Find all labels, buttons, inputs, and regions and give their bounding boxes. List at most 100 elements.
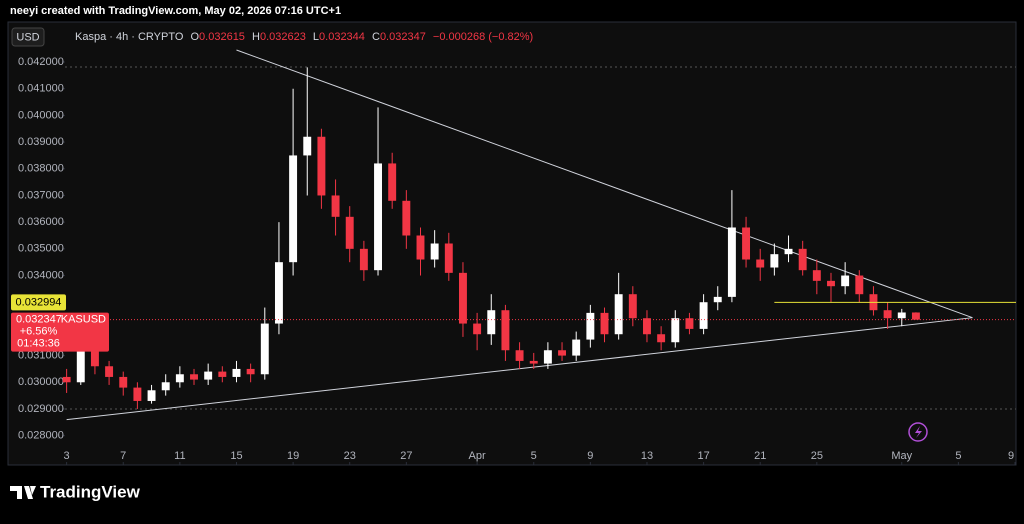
candle-body: [643, 318, 651, 335]
candle-body: [204, 371, 213, 380]
candle-body: [402, 200, 411, 236]
candle-body: [841, 275, 850, 287]
x-tick-label: 13: [641, 450, 653, 462]
legend: Kaspa · 4h · CRYPTO O0.032615 H0.032623 …: [75, 31, 533, 43]
alert-icon[interactable]: [908, 422, 928, 442]
candle-body: [558, 350, 567, 356]
candle-body: [713, 296, 722, 303]
y-tick-label: 0.035000: [18, 243, 64, 255]
y-tick-label: 0.039000: [18, 136, 64, 148]
candle-body: [812, 270, 821, 281]
y-tick-label: 0.036000: [18, 216, 64, 228]
candle-body: [303, 136, 312, 156]
legend-value: 0.032344: [319, 31, 365, 43]
x-tick-label: 15: [230, 450, 242, 462]
candle-body: [529, 360, 538, 364]
last-price-symbol: KASUSD: [61, 314, 106, 326]
candle-body: [62, 376, 71, 383]
candle-body: [374, 163, 382, 271]
candle-body: [699, 302, 708, 329]
x-tick-label: 5: [955, 450, 961, 462]
candle-body: [798, 248, 807, 271]
x-tick-label: Apr: [469, 450, 486, 462]
last-price-box: [11, 312, 109, 352]
candle-body: [586, 312, 595, 340]
x-tick-label: 23: [344, 450, 356, 462]
candle-body: [487, 310, 496, 335]
y-tick-label: 0.034000: [18, 269, 64, 281]
candle-body: [572, 339, 581, 356]
trendline: [236, 49, 973, 319]
x-tick-label: 25: [811, 450, 823, 462]
x-tick-label: 9: [587, 450, 593, 462]
candle-body: [90, 350, 99, 367]
candle-body: [190, 374, 198, 380]
y-tick-label: 0.037000: [18, 189, 64, 201]
currency-button[interactable]: [11, 27, 45, 47]
candle-body: [274, 262, 283, 324]
candle-body: [76, 350, 85, 383]
x-tick-label: 9: [1008, 450, 1014, 462]
candle-body: [600, 312, 609, 335]
x-tick-label: 19: [287, 450, 299, 462]
candle-body: [289, 155, 298, 263]
legend-label: O: [190, 31, 199, 43]
legend-label: H: [252, 31, 260, 43]
candle-body: [119, 376, 128, 388]
x-tick-label: 5: [531, 450, 537, 462]
candle-body: [473, 323, 482, 335]
legend-value: 0.032615: [199, 31, 245, 43]
candle-body: [147, 390, 156, 401]
brand: TradingView: [40, 482, 141, 501]
legend-value: 0.032347: [380, 31, 426, 43]
legend-symbol: Kaspa · 4h · CRYPTO: [75, 31, 184, 43]
y-tick-label: 0.028000: [18, 430, 64, 442]
candle-body: [133, 387, 142, 401]
brand-logo: TradingView: [10, 482, 141, 501]
candle-body: [784, 248, 793, 255]
candle-body: [827, 280, 835, 287]
candle-body: [388, 163, 397, 201]
y-tick-label: 0.038000: [18, 163, 64, 175]
candle-body: [105, 366, 114, 377]
y-tick-label: 0.029000: [18, 403, 64, 415]
y-tick-label: 0.031000: [18, 349, 64, 361]
candle-body: [430, 243, 439, 260]
candle-body: [911, 312, 920, 320]
candle-body: [218, 371, 227, 377]
candle-body: [883, 310, 892, 319]
x-tick-label: 7: [120, 450, 126, 462]
candle-body: [232, 368, 241, 377]
candle-body: [260, 323, 269, 375]
candle-body: [161, 382, 170, 391]
candle-body: [444, 243, 453, 273]
chart-panel: [7, 21, 1017, 466]
candle-body: [855, 275, 864, 295]
candle-body: [614, 294, 623, 335]
legend-change: −0.000268 (−0.82%): [433, 31, 533, 43]
last-price-label: 0.032347: [16, 314, 62, 326]
alert-icon-bolt: [915, 426, 922, 438]
candle-body: [359, 248, 368, 271]
currency[interactable]: USD: [16, 31, 39, 43]
x-tick-label: 21: [754, 450, 766, 462]
last-price-countdown: 01:43:36: [17, 338, 60, 350]
y-tick-label: 0.041000: [18, 83, 64, 95]
candle-body: [756, 259, 765, 268]
candle-body: [331, 195, 340, 217]
price-line-label: 0.032994: [16, 296, 62, 308]
legend-value: 0.032623: [260, 31, 306, 43]
candle-body: [501, 310, 510, 351]
candle-body: [458, 272, 467, 324]
candle-body: [246, 368, 255, 375]
x-tick-label: 17: [697, 450, 709, 462]
candle-body: [685, 318, 694, 329]
x-tick-label: May: [891, 450, 912, 462]
candle-body: [657, 334, 666, 343]
x-tick-label: 11: [174, 450, 185, 462]
y-tick-label: 0.040000: [18, 109, 64, 121]
candle-body: [515, 350, 524, 361]
